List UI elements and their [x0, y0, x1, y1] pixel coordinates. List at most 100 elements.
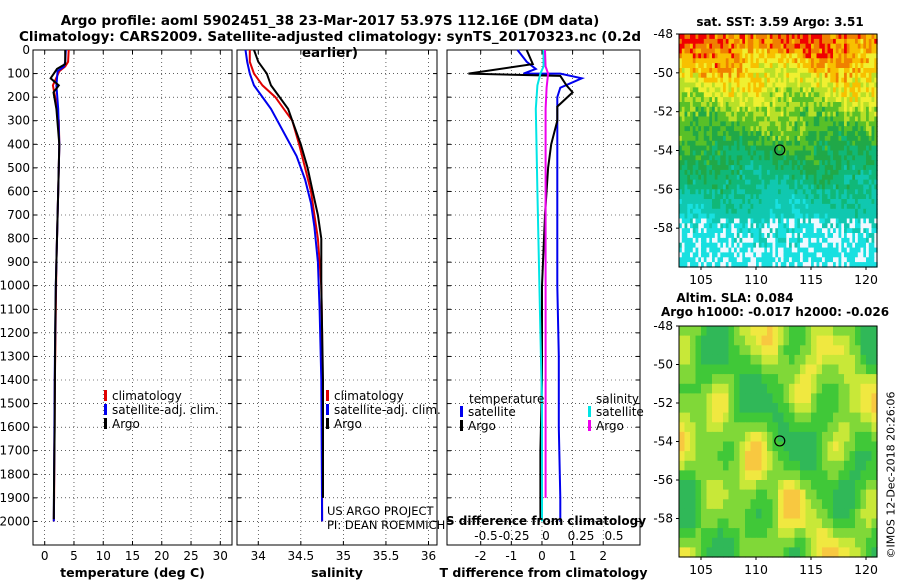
map-cell	[706, 345, 713, 356]
map-cell	[698, 140, 702, 147]
map-cell	[679, 228, 683, 234]
map-cell	[835, 199, 840, 205]
x-tick-label: 15	[125, 549, 140, 563]
map-cell	[728, 68, 732, 74]
map-cell	[736, 160, 741, 166]
map-cell	[731, 199, 735, 205]
map-cell	[866, 48, 870, 55]
map-cell	[838, 87, 842, 93]
map-cell	[764, 106, 768, 113]
map-cell	[860, 145, 864, 152]
map-cell	[701, 431, 708, 443]
map-cell	[778, 179, 782, 186]
map-cell	[863, 174, 867, 181]
y-tick-label: 1800	[0, 467, 30, 481]
map-cell	[684, 199, 688, 205]
map-cell	[706, 383, 713, 394]
map-cell	[830, 72, 834, 79]
map-cell	[761, 242, 765, 249]
map-cell	[728, 140, 732, 147]
map-cell	[706, 257, 710, 263]
map-cell	[701, 374, 708, 385]
map-cell	[750, 412, 757, 423]
map-cell	[698, 43, 702, 50]
map-cell	[684, 393, 691, 404]
map-cell	[813, 34, 818, 40]
map-cell	[827, 422, 834, 433]
map-cell	[775, 203, 779, 210]
map-cell	[786, 77, 790, 84]
map-cell	[753, 165, 757, 171]
map-cell	[756, 335, 763, 346]
map-cell	[690, 547, 697, 558]
map-cell	[786, 194, 790, 200]
map-cell	[871, 184, 875, 190]
map-cell	[860, 34, 864, 40]
map-cell	[860, 441, 867, 452]
map-cell	[789, 121, 793, 127]
map-cell	[692, 72, 697, 79]
map-cell	[789, 203, 793, 210]
map-cell	[816, 460, 823, 471]
map-cell	[783, 72, 787, 79]
map-cell	[706, 63, 710, 69]
map-cell	[805, 218, 809, 224]
map-cell	[846, 237, 851, 244]
map-cell	[753, 213, 757, 220]
map-cell	[860, 97, 864, 103]
map-cell	[827, 470, 834, 481]
map-cell	[750, 116, 754, 122]
map-cell	[687, 68, 691, 74]
map-cell	[866, 77, 870, 84]
map-cell	[764, 126, 768, 132]
map-cell	[852, 150, 856, 156]
map-cell	[761, 547, 768, 558]
map-cell	[822, 121, 826, 127]
map-cell	[758, 213, 763, 220]
map-cell	[775, 228, 779, 234]
map-cell	[783, 528, 790, 539]
map-cell	[772, 252, 776, 258]
map-cell	[800, 43, 804, 50]
map-cell	[692, 160, 697, 166]
map-cell	[739, 77, 743, 84]
map-cell	[841, 106, 845, 113]
map-cell	[756, 116, 760, 122]
map-cell	[863, 97, 867, 103]
map-cell	[775, 135, 779, 142]
map-cell	[822, 68, 826, 74]
map-cell	[714, 208, 719, 215]
map-cell	[758, 189, 763, 195]
map-cell	[720, 203, 724, 210]
map-cell	[698, 68, 702, 74]
map-cell	[701, 111, 705, 118]
map-cell	[794, 68, 798, 74]
map-cell	[767, 218, 771, 224]
map-cell	[761, 393, 768, 404]
series-line-magenta	[544, 49, 550, 498]
map-cell	[808, 184, 812, 190]
map-cell	[849, 82, 853, 88]
map-cell	[849, 508, 856, 520]
map-cell	[789, 364, 796, 375]
map-cell	[783, 53, 787, 59]
map-cell	[761, 179, 765, 186]
map-cell	[849, 116, 853, 122]
map-cell	[695, 58, 699, 64]
map-cell	[745, 58, 749, 64]
map-cell	[701, 169, 705, 176]
map-cell	[709, 169, 713, 176]
map-cell	[863, 218, 867, 224]
map-cell	[692, 63, 697, 69]
map-cell	[800, 431, 807, 443]
map-cell	[855, 431, 862, 443]
map-cell	[844, 218, 848, 224]
map-cell	[800, 174, 804, 181]
map-cell	[692, 82, 697, 88]
map-cell	[827, 155, 831, 161]
map-cell	[728, 326, 735, 337]
map-cell	[846, 140, 851, 147]
map-cell	[871, 489, 878, 500]
map-cell	[698, 145, 702, 152]
map-cell	[747, 121, 752, 127]
